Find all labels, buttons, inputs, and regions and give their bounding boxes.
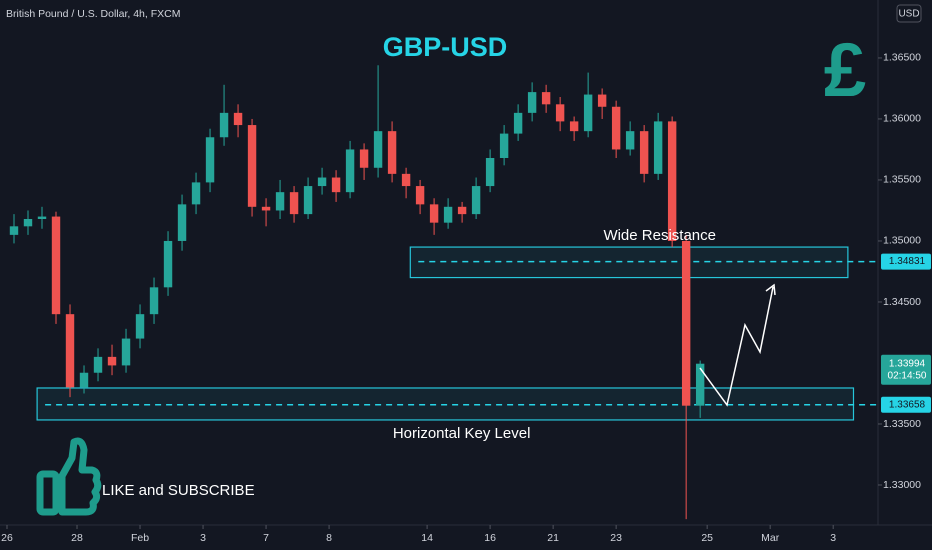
- y-tick-label: 1.35000: [883, 235, 921, 247]
- last-price-box: [881, 354, 931, 385]
- price-line-label: 1.33658: [889, 399, 926, 410]
- cta-text: LIKE and SUBSCRIBE: [102, 482, 255, 499]
- candle-body: [107, 356, 117, 366]
- candle-body: [247, 125, 257, 207]
- symbol-header: British Pound / U.S. Dollar, 4h, FXCM: [6, 8, 180, 20]
- candle-body: [135, 314, 145, 339]
- x-tick-label: 26: [1, 532, 13, 544]
- candle-body: [583, 94, 593, 132]
- candle-body: [471, 186, 481, 215]
- x-tick-label: Mar: [761, 532, 780, 544]
- x-tick-label: 3: [830, 532, 836, 544]
- y-tick-label: 1.34500: [883, 296, 921, 308]
- y-tick-label: 1.36500: [883, 52, 921, 64]
- thumb-cuff: [36, 470, 60, 516]
- candle-body: [51, 216, 61, 315]
- candle-body: [527, 92, 537, 113]
- candle-body: [205, 137, 215, 183]
- projection-path: [699, 286, 774, 407]
- candle-body: [415, 186, 425, 205]
- candles: [9, 65, 705, 520]
- candle-body: [569, 121, 579, 132]
- candle-body: [485, 158, 495, 187]
- x-tick-label: 7: [263, 532, 269, 544]
- candle-body: [499, 133, 509, 159]
- candle-body: [513, 112, 523, 134]
- x-tick-label: 25: [701, 532, 713, 544]
- last-price-label: 1.33994: [889, 358, 926, 369]
- x-tick-label: 21: [547, 532, 559, 544]
- y-tick-label: 1.33500: [883, 418, 921, 430]
- candle-body: [163, 240, 173, 288]
- candle-body: [653, 121, 663, 174]
- candle-body: [121, 338, 131, 366]
- x-tick-label: Feb: [131, 532, 149, 544]
- candle-body: [359, 149, 369, 168]
- candle-body: [177, 204, 187, 241]
- candle-body: [625, 131, 635, 150]
- candle-body: [373, 131, 383, 168]
- candle-body: [233, 112, 243, 126]
- y-tick-label: 1.33000: [883, 479, 921, 491]
- projection-arrowhead: [765, 283, 776, 296]
- candle-body: [191, 182, 201, 205]
- candle-body: [331, 177, 341, 193]
- thumbs-up-icon: [36, 437, 102, 516]
- candle-body: [681, 240, 691, 406]
- candle-body: [667, 121, 677, 241]
- candle-body: [93, 356, 103, 373]
- x-tick-label: 28: [71, 532, 83, 544]
- candle-body: [9, 226, 19, 235]
- candle-body: [303, 186, 313, 215]
- candle-body: [37, 216, 47, 220]
- x-tick-label: 3: [200, 532, 206, 544]
- price-line-label-box: [881, 253, 931, 270]
- candle-body: [555, 104, 565, 122]
- candle-body: [457, 206, 467, 215]
- chart-title: GBP-USD: [383, 32, 508, 62]
- candle-body: [23, 219, 33, 227]
- candle-body: [401, 173, 411, 187]
- currency-box[interactable]: [896, 4, 922, 23]
- thumb-hand: [58, 437, 102, 516]
- candle-body: [275, 192, 285, 211]
- y-tick-label: 1.35500: [883, 174, 921, 186]
- candle-body: [219, 112, 229, 138]
- zone-label: Horizontal Key Level: [393, 425, 531, 442]
- candle-body: [443, 206, 453, 223]
- x-tick-label: 23: [610, 532, 622, 544]
- candle-body: [65, 314, 75, 388]
- candle-body: [611, 106, 621, 150]
- currency[interactable]: USD: [898, 9, 919, 20]
- overlay: 1.36500 1.36000 1.35500 1.35000 1.34500 1.335…: [1, 52, 931, 544]
- candle-body: [695, 363, 705, 406]
- candle-body: [79, 372, 89, 388]
- candle-body: [429, 204, 439, 223]
- zone-label: Wide Resistance: [603, 227, 716, 244]
- candle-body: [345, 149, 355, 193]
- candle-body: [261, 206, 271, 211]
- countdown: 02:14:50: [888, 370, 927, 381]
- x-tick-label: 8: [326, 532, 332, 544]
- candle-body: [289, 192, 299, 215]
- candle-body: [541, 92, 551, 105]
- candle-body: [639, 131, 649, 174]
- x-tick-label: 14: [421, 532, 433, 544]
- candle-body: [387, 131, 397, 174]
- y-tick-label: 1.36000: [883, 113, 921, 125]
- x-tick-label: 16: [484, 532, 496, 544]
- zones: [36, 246, 878, 421]
- logo: £: [824, 28, 866, 113]
- candle-body: [149, 287, 159, 315]
- price-line-label-box: [881, 396, 931, 413]
- price-line-label: 1.34831: [889, 256, 926, 267]
- candle-body: [317, 177, 327, 187]
- candle-body: [597, 94, 607, 107]
